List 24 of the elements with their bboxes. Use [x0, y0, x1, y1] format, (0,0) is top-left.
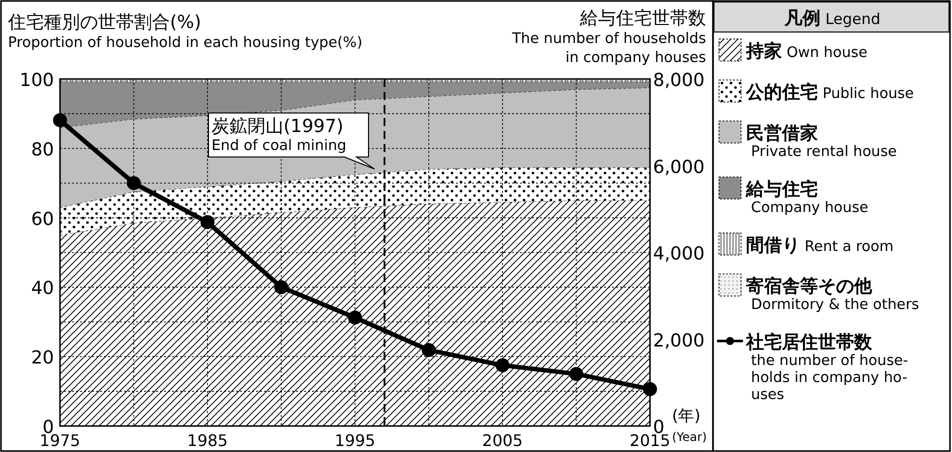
y-tick-label: 40: [31, 278, 54, 300]
y2-tick-label: 6,000: [653, 156, 705, 178]
y2-tick-label: 4,000: [653, 244, 705, 264]
y2-tick-label: 8,000: [653, 70, 705, 91]
x-tick-label: 1995: [334, 431, 376, 450]
y-tick-label: 20: [31, 348, 54, 369]
x-tick-label: 1985: [187, 431, 228, 450]
legend-label: 持家 Own house: [745, 41, 868, 62]
y-tick-label: 60: [31, 208, 54, 230]
legend-label: 民営借家 Private rental house: [746, 123, 897, 160]
ref-line-label: 炭鉱閉山(1997) End of coal mining: [212, 116, 346, 154]
y-tick-label: 100: [20, 70, 54, 91]
x-axis-title: (年) (Year): [672, 406, 707, 444]
legend-label: 間借り Rent a room: [746, 235, 894, 256]
y-tick-label: 80: [31, 139, 54, 160]
x-tick-label: 2005: [482, 431, 523, 450]
y2-tick-label: 2,000: [653, 330, 705, 352]
legend-label: 寄宿舎等その他 Dormitory & the others: [746, 276, 920, 313]
y2-axis-title: 給与住宅世帯数 The number of households in company houses: [511, 8, 706, 66]
legend-label: 社宅居住世帯数 the number of house- holds in company ho- uses: [745, 332, 908, 403]
y-axis-title: 住宅種別の世帯割合(%) Proportion of household in each housing type(%): [7, 12, 362, 51]
legend-title: 凡例 Legend: [784, 8, 880, 29]
legend-label: 公的住宅 Public house: [745, 82, 914, 103]
legend-label: 給与住宅 Company house: [745, 179, 868, 216]
